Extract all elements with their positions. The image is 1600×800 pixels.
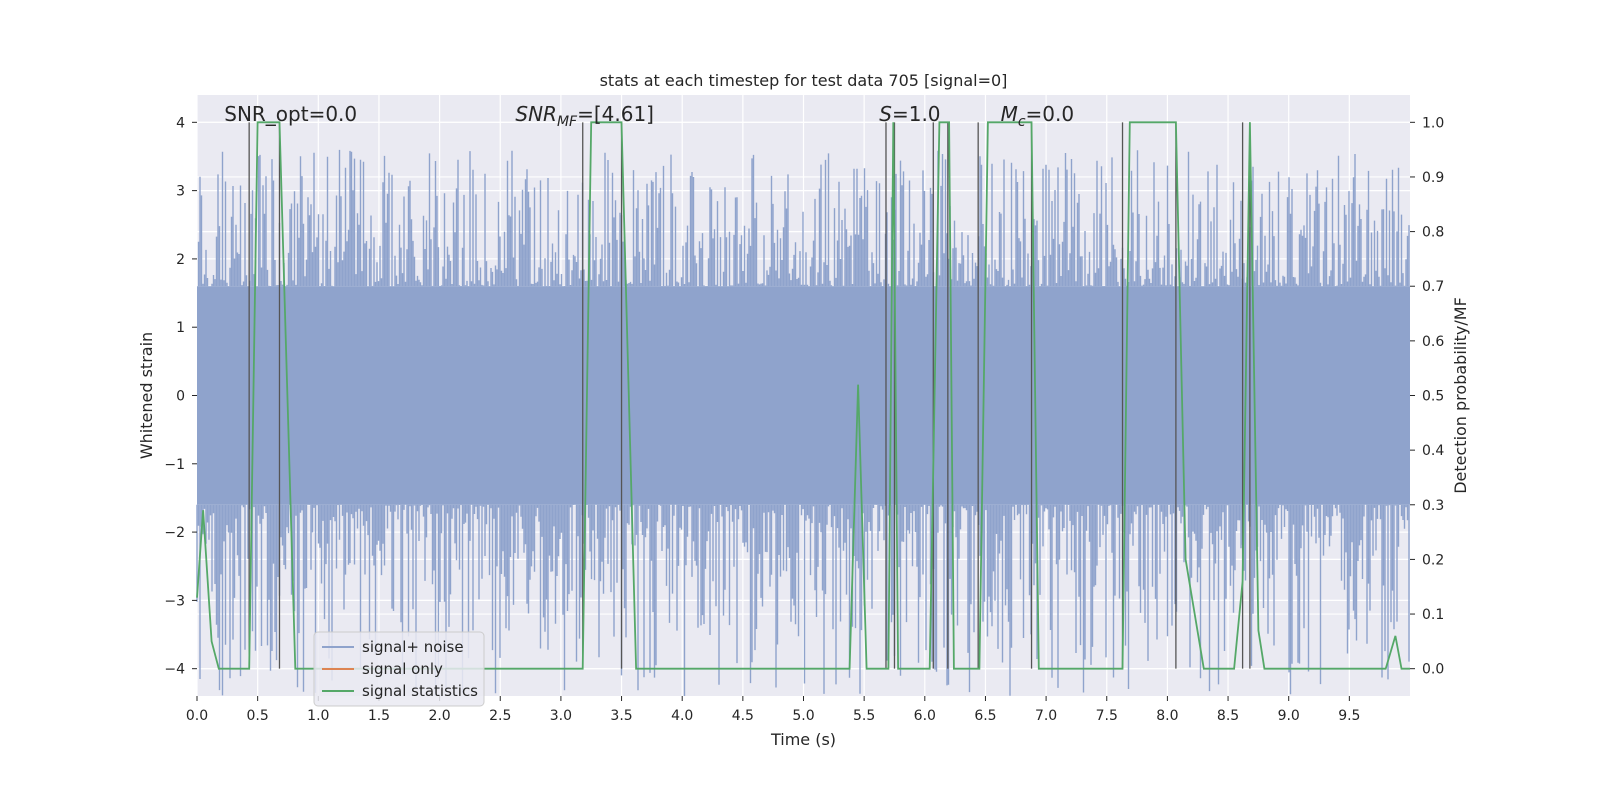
y-axis-right-ticks: 0.0 0.1 0.2 0.3 0.4 0.5 0.6 0.7 0.8 0.9 1.0: [1410, 115, 1444, 678]
x-tick-label: 8.5: [1217, 708, 1239, 724]
signal-statistics-line: [196, 121, 1410, 670]
y-left-tick-label: 4: [176, 115, 185, 131]
legend-box: [313, 631, 485, 707]
x-tick-label: 9.0: [1278, 708, 1300, 724]
y-left-tick-label: −2: [164, 525, 185, 541]
y-left-tick-label: 1: [176, 320, 185, 336]
x-tick-label: 6.0: [914, 708, 936, 724]
y-right-tick-label: 0.5: [1422, 389, 1444, 405]
y-right-tick-label: 0.7: [1422, 279, 1444, 295]
x-tick-label: 2.5: [489, 708, 511, 724]
y-right-tick-label: 0.3: [1422, 498, 1444, 514]
annotation-snr-opt: SNR_opt=0.0: [224, 102, 357, 126]
x-tick-label: 3.0: [550, 708, 572, 724]
y-left-tick-label: −1: [164, 457, 185, 473]
noise-band: [197, 286, 1410, 505]
legend-label: signal+ noise: [362, 638, 464, 656]
x-tick-label: 5.0: [792, 708, 814, 724]
noise-lower-excursions: [196, 504, 1410, 696]
y-left-tick-label: 2: [176, 252, 185, 268]
legend-label: signal statistics: [362, 682, 478, 700]
x-tick-label: 4.0: [671, 708, 693, 724]
y-left-tick-label: 0: [176, 389, 185, 405]
legend-label: signal only: [362, 660, 443, 678]
x-tick-label: 9.5: [1338, 708, 1360, 724]
legend: signal+ noise signal only signal statistic…: [313, 631, 485, 707]
y-right-tick-label: 0.1: [1422, 607, 1444, 623]
y-left-tick-label: −3: [164, 593, 185, 609]
y-right-tick-label: 0.9: [1422, 170, 1444, 186]
x-tick-label: 3.5: [610, 708, 632, 724]
y-right-tick-label: 0.8: [1422, 225, 1444, 241]
y-axis-right-label: Detection probability/MF: [1451, 297, 1470, 494]
x-tick-label: 7.5: [1096, 708, 1118, 724]
annotations: SNR_opt=0.0 SNRMF=[4.61] S=1.0 Mc=0.0: [224, 102, 1074, 130]
annotation-snr-mf: SNRMF=[4.61]: [515, 102, 654, 130]
y-axis-left-ticks: −4 −3 −2 −1 0 1 2 3 4: [164, 115, 197, 678]
x-tick-label: 8.0: [1156, 708, 1178, 724]
x-tick-label: 7.0: [1035, 708, 1057, 724]
y-right-tick-label: 1.0: [1422, 115, 1444, 131]
y-right-tick-label: 0.6: [1422, 334, 1444, 350]
signal-noise-series: [196, 149, 1410, 696]
x-tick-label: 1.5: [368, 708, 390, 724]
x-tick-label: 0.0: [186, 708, 208, 724]
noise-upper-excursions: [196, 149, 1410, 287]
x-tick-label: 1.0: [307, 708, 329, 724]
y-right-tick-label: 0.0: [1422, 662, 1444, 678]
y-left-tick-label: −4: [164, 662, 185, 678]
x-axis-ticks: 0.0 0.5 1.0 1.5 2.0 2.5 3.0 3.5 4.0 4.5 5.0 5.5 6.0 6…: [186, 696, 1360, 724]
signal-statistics-series: [196, 121, 1410, 670]
x-axis-label: Time (s): [770, 730, 836, 749]
y-left-tick-label: 3: [176, 184, 185, 200]
x-tick-label: 6.5: [974, 708, 996, 724]
annotation-s-value: S=1.0: [879, 102, 940, 126]
y-right-tick-label: 0.4: [1422, 443, 1444, 459]
y-axis-left-label: Whitened strain: [137, 332, 156, 459]
annotation-mc-value: Mc=0.0: [1001, 102, 1075, 130]
x-tick-label: 0.5: [247, 708, 269, 724]
chart-title: stats at each timestep for test data 705…: [600, 71, 1008, 90]
y-right-tick-label: 0.2: [1422, 552, 1444, 568]
x-tick-label: 2.0: [428, 708, 450, 724]
x-tick-label: 5.5: [853, 708, 875, 724]
x-tick-label: 4.5: [732, 708, 754, 724]
